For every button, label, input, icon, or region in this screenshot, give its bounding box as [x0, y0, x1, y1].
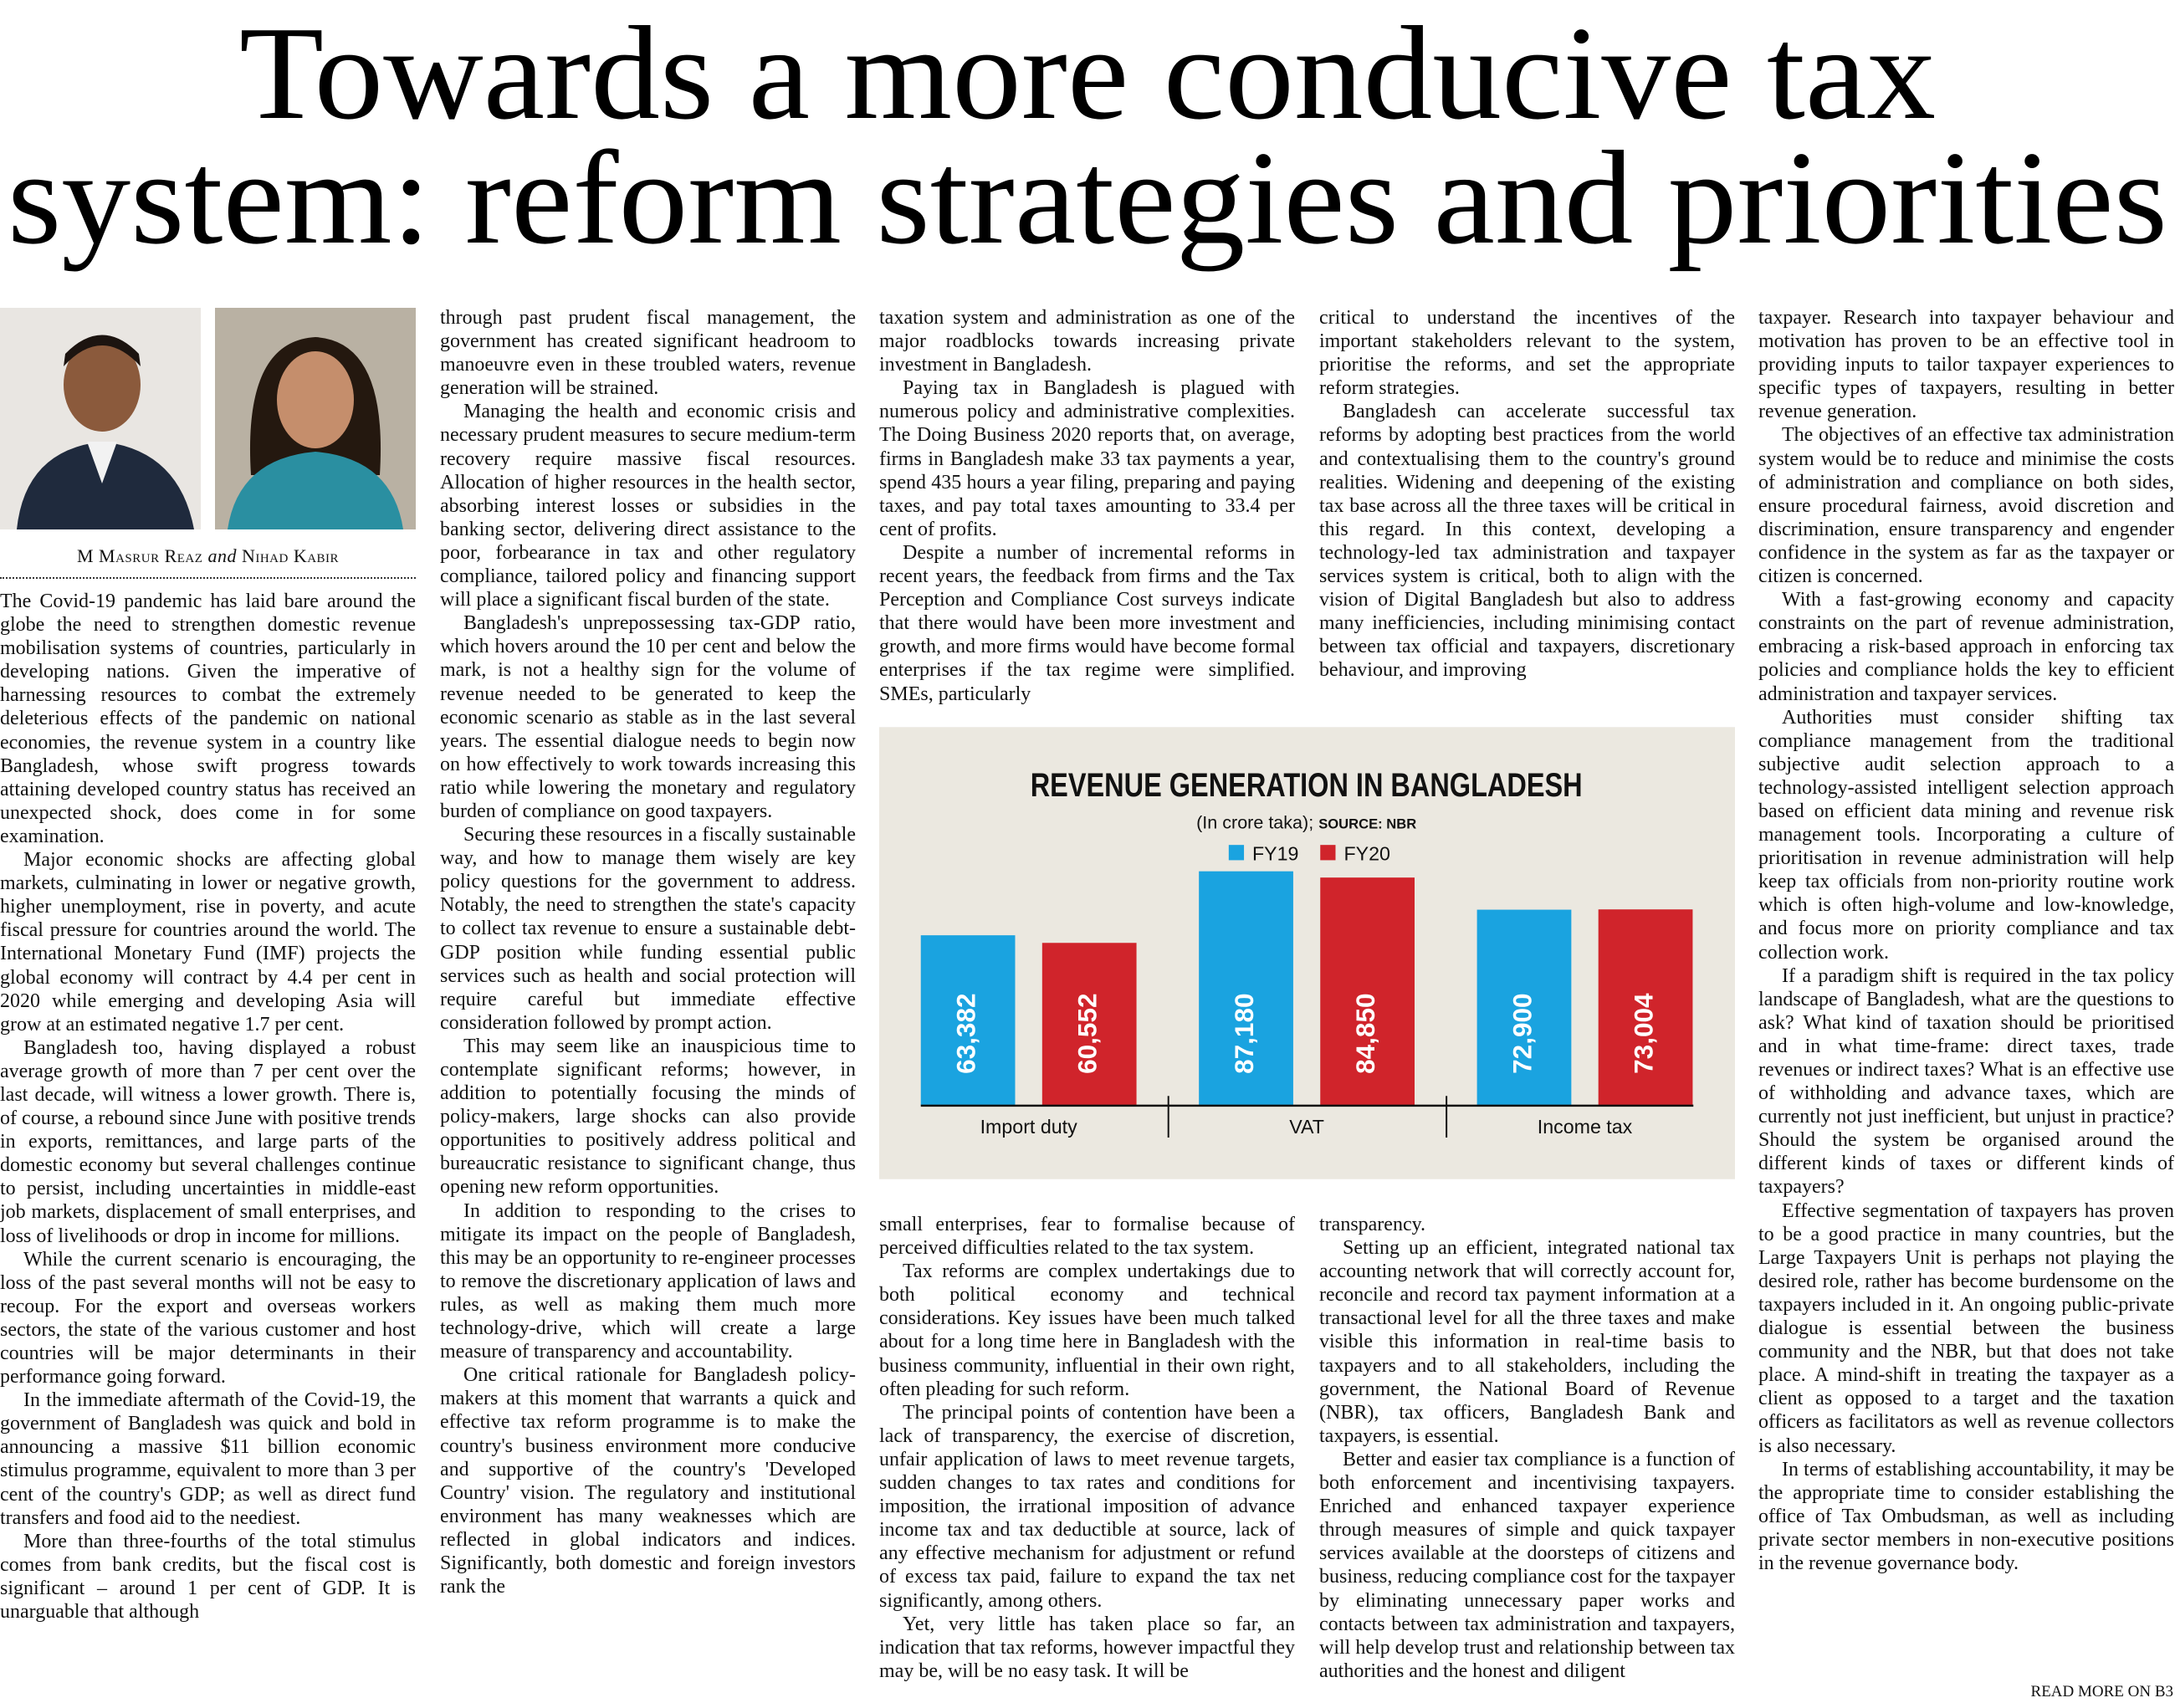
paragraph: If a paradigm shift is required in the t…: [1758, 964, 2174, 1199]
paragraph: Yet, very little has taken place so far,…: [879, 1613, 1295, 1682]
category-label: Income tax: [1538, 1116, 1633, 1138]
paragraph: critical to understand the incentives of…: [1319, 307, 1735, 400]
headline: Towards a more conducive tax system: ref…: [8, 0, 2167, 272]
dress: [228, 452, 403, 529]
author: Nihad Kabir: [241, 545, 340, 566]
column-text: The Covid-19 pandemic has laid bare arou…: [0, 590, 416, 1624]
paragraph: Despite a number of incremental reforms …: [879, 541, 1295, 705]
paragraph: This may seem like an inauspicious time …: [440, 1035, 856, 1199]
value-label: 84,850: [1350, 993, 1380, 1073]
paragraph: Authorities must consider shifting tax c…: [1758, 706, 2174, 964]
paragraph: The principal points of contention have …: [879, 1401, 1295, 1612]
paragraph: In the immediate aftermath of the Covid-…: [0, 1389, 416, 1529]
bar: [1320, 877, 1415, 1106]
paragraph: small enterprises, fear to formalise bec…: [879, 1214, 1295, 1260]
legend-label: FY19: [1252, 842, 1298, 864]
author: M Masrur Reaz: [76, 545, 203, 566]
headline-line: system: reform strategies and priorities: [8, 123, 2167, 272]
legend-label: FY20: [1343, 842, 1389, 864]
paragraph: Setting up an efficient, integrated nati…: [1319, 1237, 1735, 1447]
face: [64, 338, 141, 432]
column-text: transparency. Setting up an efficient, in…: [1319, 1213, 1735, 1683]
paragraph: The objectives of an effective tax admin…: [1758, 424, 2174, 588]
value-label: 63,382: [950, 993, 980, 1073]
continuation: READ MORE ON B3: [2030, 1683, 2173, 1700]
paragraph: taxation system and administration as on…: [879, 307, 1295, 376]
paragraph: Paying tax in Bangladesh is plagued with…: [879, 377, 1295, 540]
value-label: 87,180: [1229, 993, 1259, 1073]
paragraph: In terms of establishing accountability,…: [1758, 1458, 2174, 1574]
legend-swatch: [1320, 845, 1336, 861]
paragraph: Bangladesh's unprepossessing tax-GDP rat…: [440, 612, 856, 822]
conjunction: and: [207, 545, 237, 566]
suit: [17, 442, 194, 529]
paragraph: Effective segmentation of taxpayers has …: [1758, 1199, 2174, 1457]
column-text: through past prudent fiscal management, …: [440, 306, 856, 1598]
paragraph: taxpayer. Research into taxpayer behavio…: [1758, 307, 2174, 423]
paragraph: Bangladesh can accelerate successful tax…: [1319, 401, 1735, 682]
column-text: taxation system and administration as on…: [879, 306, 1295, 706]
bar: [1199, 871, 1293, 1106]
bar: [920, 935, 1016, 1106]
paragraph: Bangladesh too, having displayed a robus…: [0, 1036, 416, 1247]
paragraph: transparency.: [1319, 1214, 1426, 1235]
subtitle: (In crore taka);: [1196, 811, 1313, 832]
category-label: VAT: [1289, 1116, 1324, 1138]
value-label: 72,900: [1507, 993, 1537, 1073]
chart-bg: [879, 727, 1735, 1179]
paragraph: The Covid-19 pandemic has laid bare arou…: [0, 591, 416, 847]
paragraph: One critical rationale for Bangladesh po…: [440, 1364, 856, 1598]
face: [277, 351, 354, 448]
paragraph: Tax reforms are complex undertakings due…: [879, 1261, 1295, 1400]
headline-line: Towards a more conducive tax: [239, 0, 1936, 147]
dotted-rule: [0, 577, 416, 579]
paragraph: While the current scenario is encouragin…: [0, 1248, 416, 1388]
chart: REVENUE GENERATION IN BANGLADESH (In cro…: [879, 727, 1735, 1179]
hair: [64, 335, 141, 366]
byline: M Masrur Reaz and Nihad Kabir: [0, 545, 416, 567]
author-photos: [0, 308, 416, 529]
paragraph: Major economic shocks are affecting glob…: [0, 849, 416, 1036]
source: SOURCE: NBR: [1318, 816, 1416, 831]
bar: [1041, 943, 1137, 1106]
category-label: Import duty: [980, 1116, 1077, 1138]
paragraph: through past prudent fiscal management, …: [440, 307, 856, 400]
chart-title: REVENUE GENERATION IN BANGLADESH: [1031, 767, 1583, 804]
value-label: 73,004: [1628, 993, 1658, 1074]
column-text: critical to understand the incentives of…: [1319, 306, 1735, 683]
column-text: taxpayer. Research into taxpayer behavio…: [1758, 306, 2174, 1575]
paragraph: Managing the health and economic crisis …: [440, 401, 856, 611]
column-text: small enterprises, fear to formalise bec…: [879, 1213, 1295, 1683]
paragraph: In addition to responding to the crises …: [440, 1199, 856, 1363]
bar: [1476, 909, 1572, 1106]
paragraph: More than three-fourths of the total sti…: [0, 1530, 416, 1624]
legend-swatch: [1228, 845, 1245, 861]
chart-subtitle: (In crore taka); SOURCE: NBR: [1196, 811, 1416, 832]
bar: [1598, 909, 1693, 1106]
shirt: [87, 442, 117, 483]
paragraph: Securing these resources in a fiscally s…: [440, 824, 856, 1034]
value-label: 60,552: [1072, 993, 1103, 1073]
paragraph: With a fast-growing economy and capacity…: [1758, 589, 2174, 705]
paragraph: Better and easier tax compliance is a fu…: [1319, 1448, 1735, 1682]
